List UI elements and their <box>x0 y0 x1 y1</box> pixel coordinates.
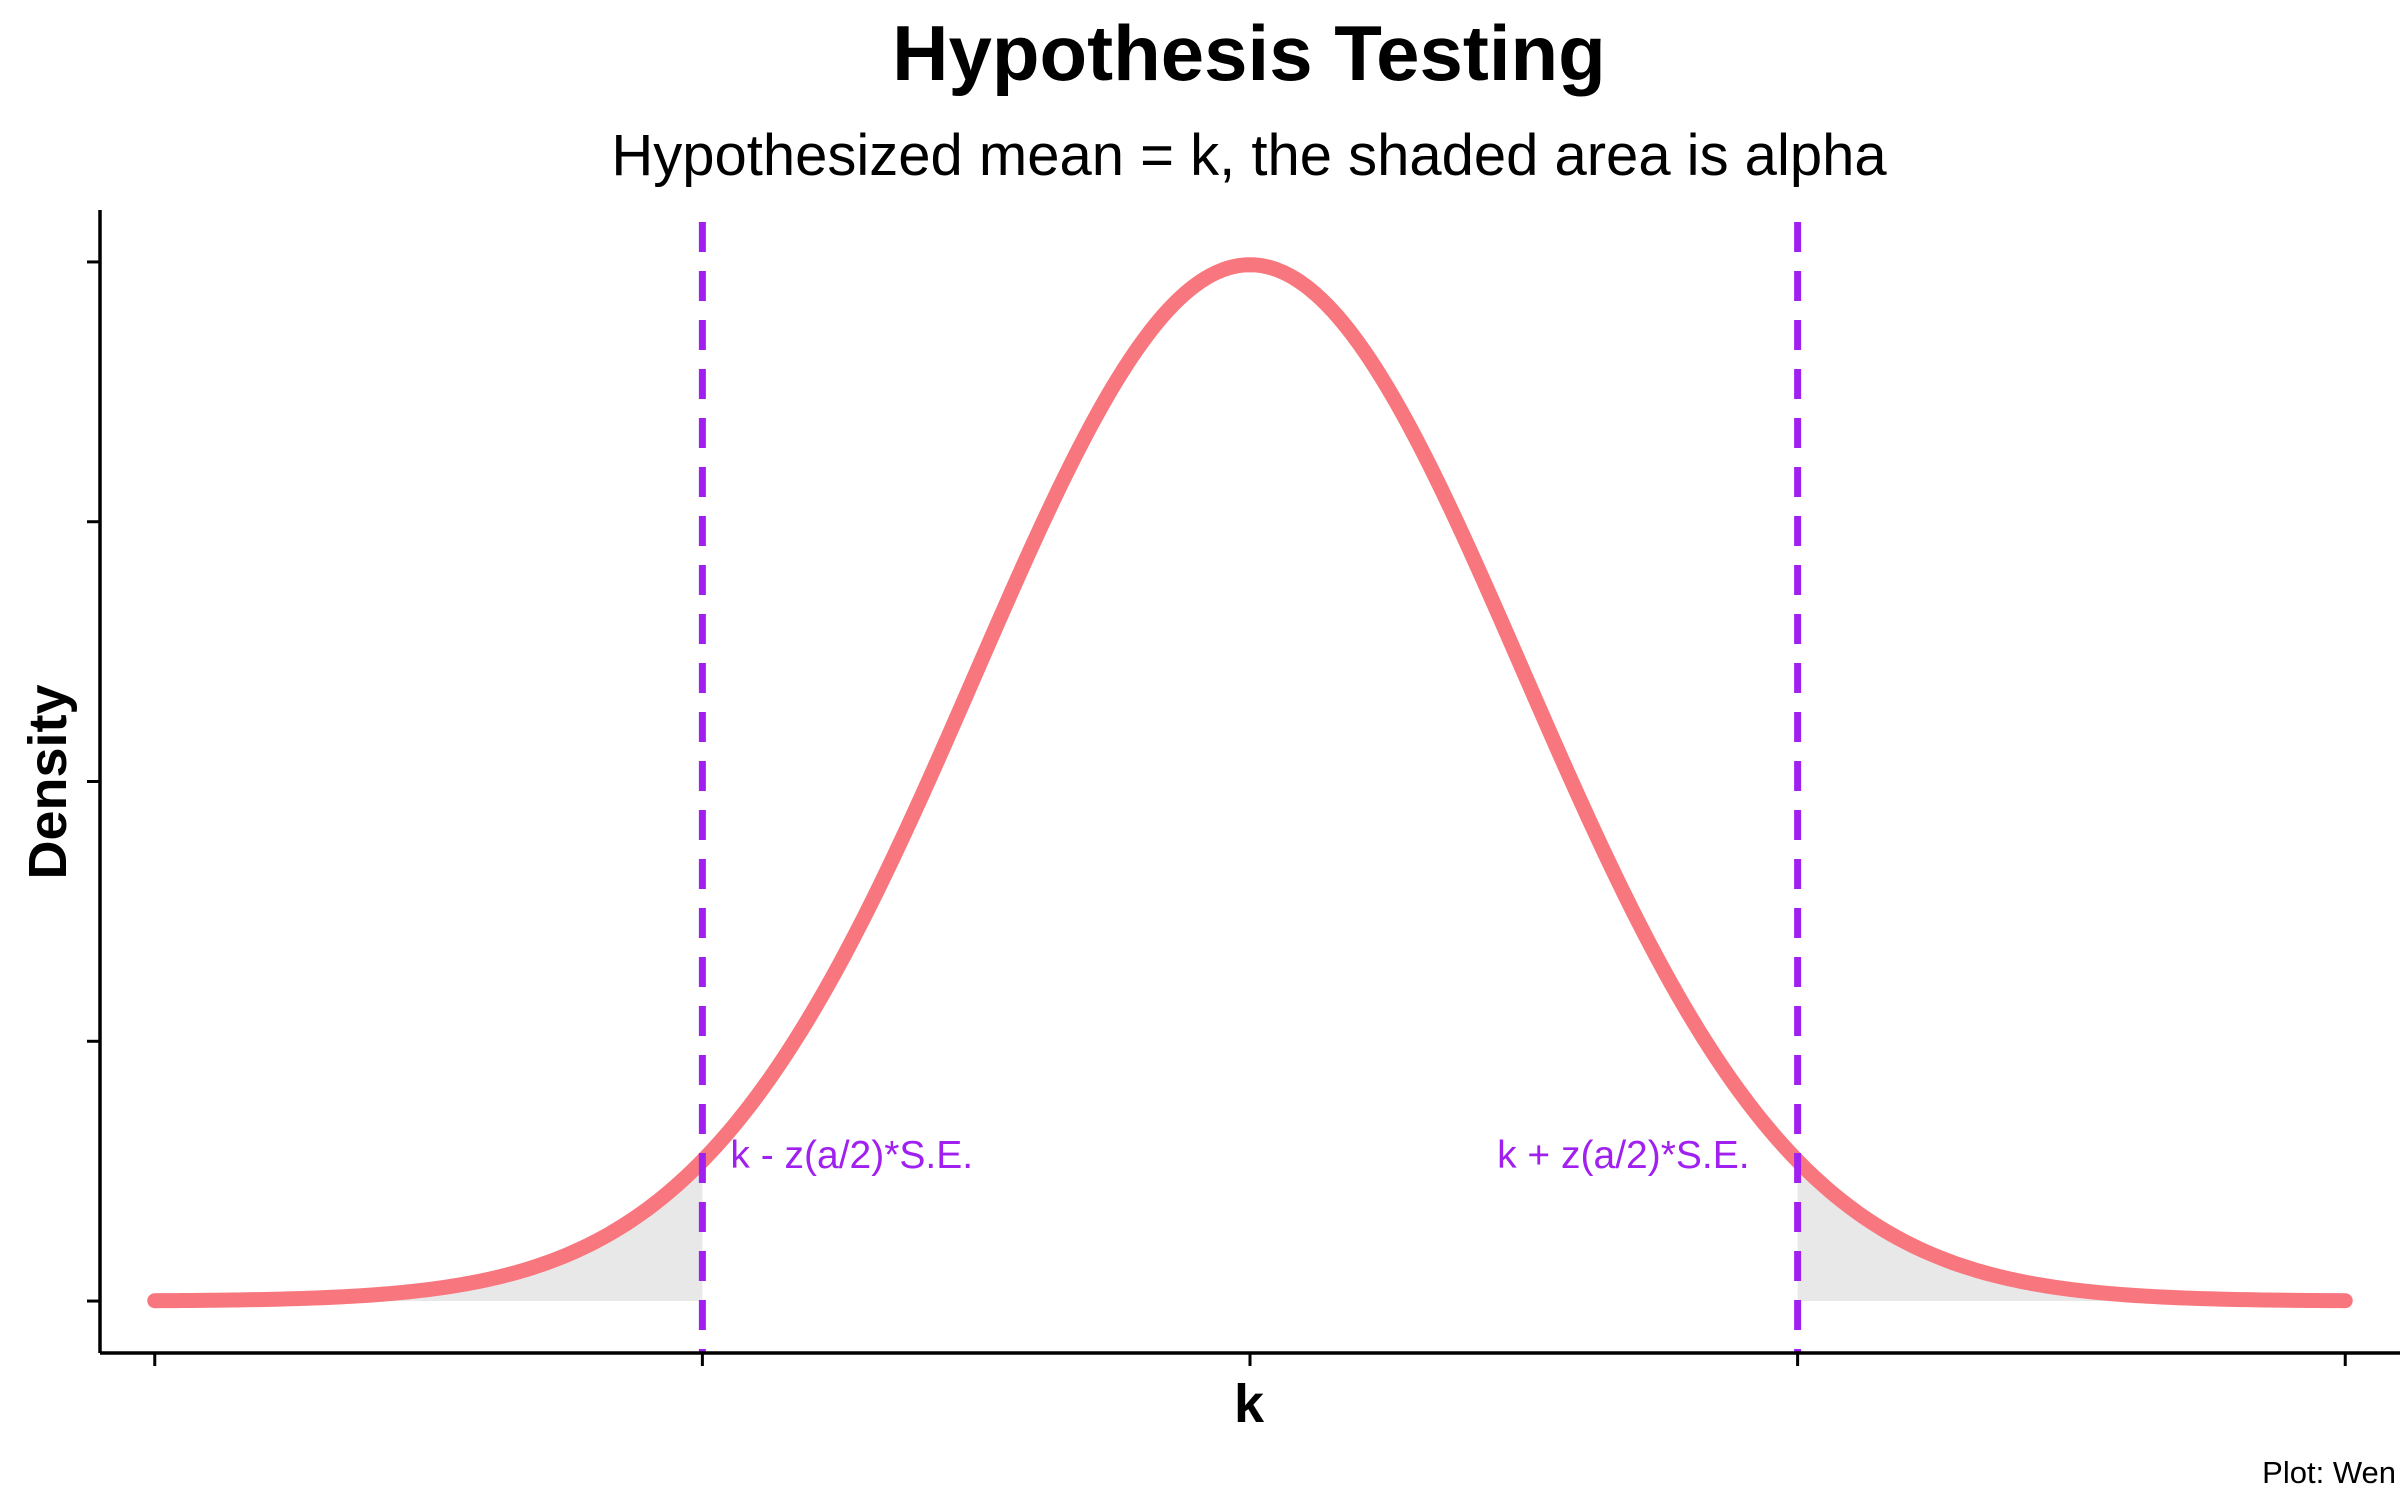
alpha-region-left <box>154 1160 703 1302</box>
chart-subtitle: Hypothesized mean = k, the shaded area i… <box>611 123 1887 188</box>
lower-critical-label: k - z(a/2)*S.E. <box>730 1134 973 1177</box>
axes <box>87 210 2400 1366</box>
y-axis-title: Density <box>18 684 78 879</box>
upper-critical-label: k + z(a/2)*S.E. <box>1497 1134 1750 1177</box>
alpha-region-layer <box>154 1160 2346 1302</box>
alpha-region-right <box>1797 1160 2346 1302</box>
density-curve-layer <box>147 257 2353 1309</box>
chart-title: Hypothesis Testing <box>892 9 1606 97</box>
critical-line-layer <box>698 222 1802 1353</box>
plot-caption: Plot: Wen <box>2262 1455 2396 1490</box>
density-curve <box>147 257 2353 1309</box>
x-axis-title: k <box>1234 1374 1265 1434</box>
